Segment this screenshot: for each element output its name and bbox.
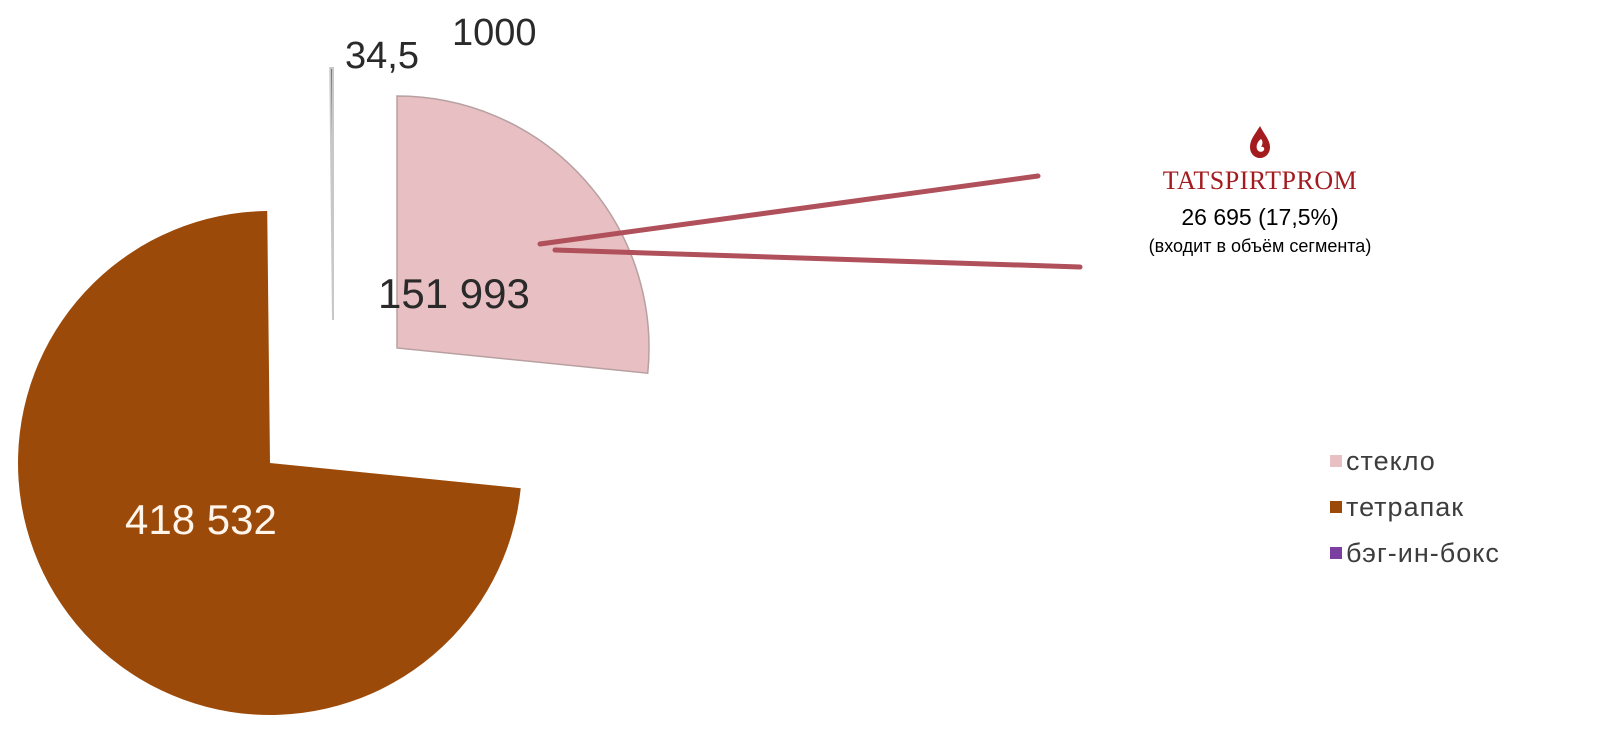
legend-swatch <box>1330 547 1342 559</box>
legend-item-bag-in-box: бэг-ин-бокс <box>1330 530 1500 576</box>
data-label-tetrapak: 418 532 <box>125 496 277 543</box>
leader-line-lower <box>552 247 1083 270</box>
slice-tetrapak <box>17 211 521 715</box>
data-label-steklo: 151 993 <box>378 270 530 317</box>
legend-label: бэг-ин-бокс <box>1346 537 1500 568</box>
slice-bag-in-box <box>329 66 334 321</box>
brand-callout: TATSPIRTPROM 26 695 (17,5%) (входит в об… <box>1080 125 1440 257</box>
data-label-bag-in-box: 1000 <box>452 12 537 54</box>
data-label-extra: 34,5 <box>345 35 419 77</box>
brand-name: TATSPIRTPROM <box>1162 166 1358 195</box>
leader-line-upper <box>537 173 1041 247</box>
data-labels: 151 993 418 532 1000 34,5 <box>125 12 537 543</box>
brand-logo-icon <box>1250 126 1270 158</box>
legend-swatch <box>1330 455 1342 467</box>
callout-note: (входит в объём сегмента) <box>1148 236 1372 256</box>
legend-item-tetrapak: тетрапак <box>1330 484 1500 530</box>
slice-steklo <box>396 95 650 375</box>
callout-value: 26 695 (17,5%) <box>1181 204 1339 230</box>
legend-label: стекло <box>1346 445 1436 476</box>
legend-label: тетрапак <box>1346 491 1465 522</box>
callout-leader-lines <box>537 173 1083 270</box>
chart-legend: стекло тетрапак бэг-ин-бокс <box>1330 438 1500 576</box>
pie-slices <box>17 66 650 715</box>
legend-item-steklo: стекло <box>1330 438 1500 484</box>
legend-swatch <box>1330 501 1342 513</box>
